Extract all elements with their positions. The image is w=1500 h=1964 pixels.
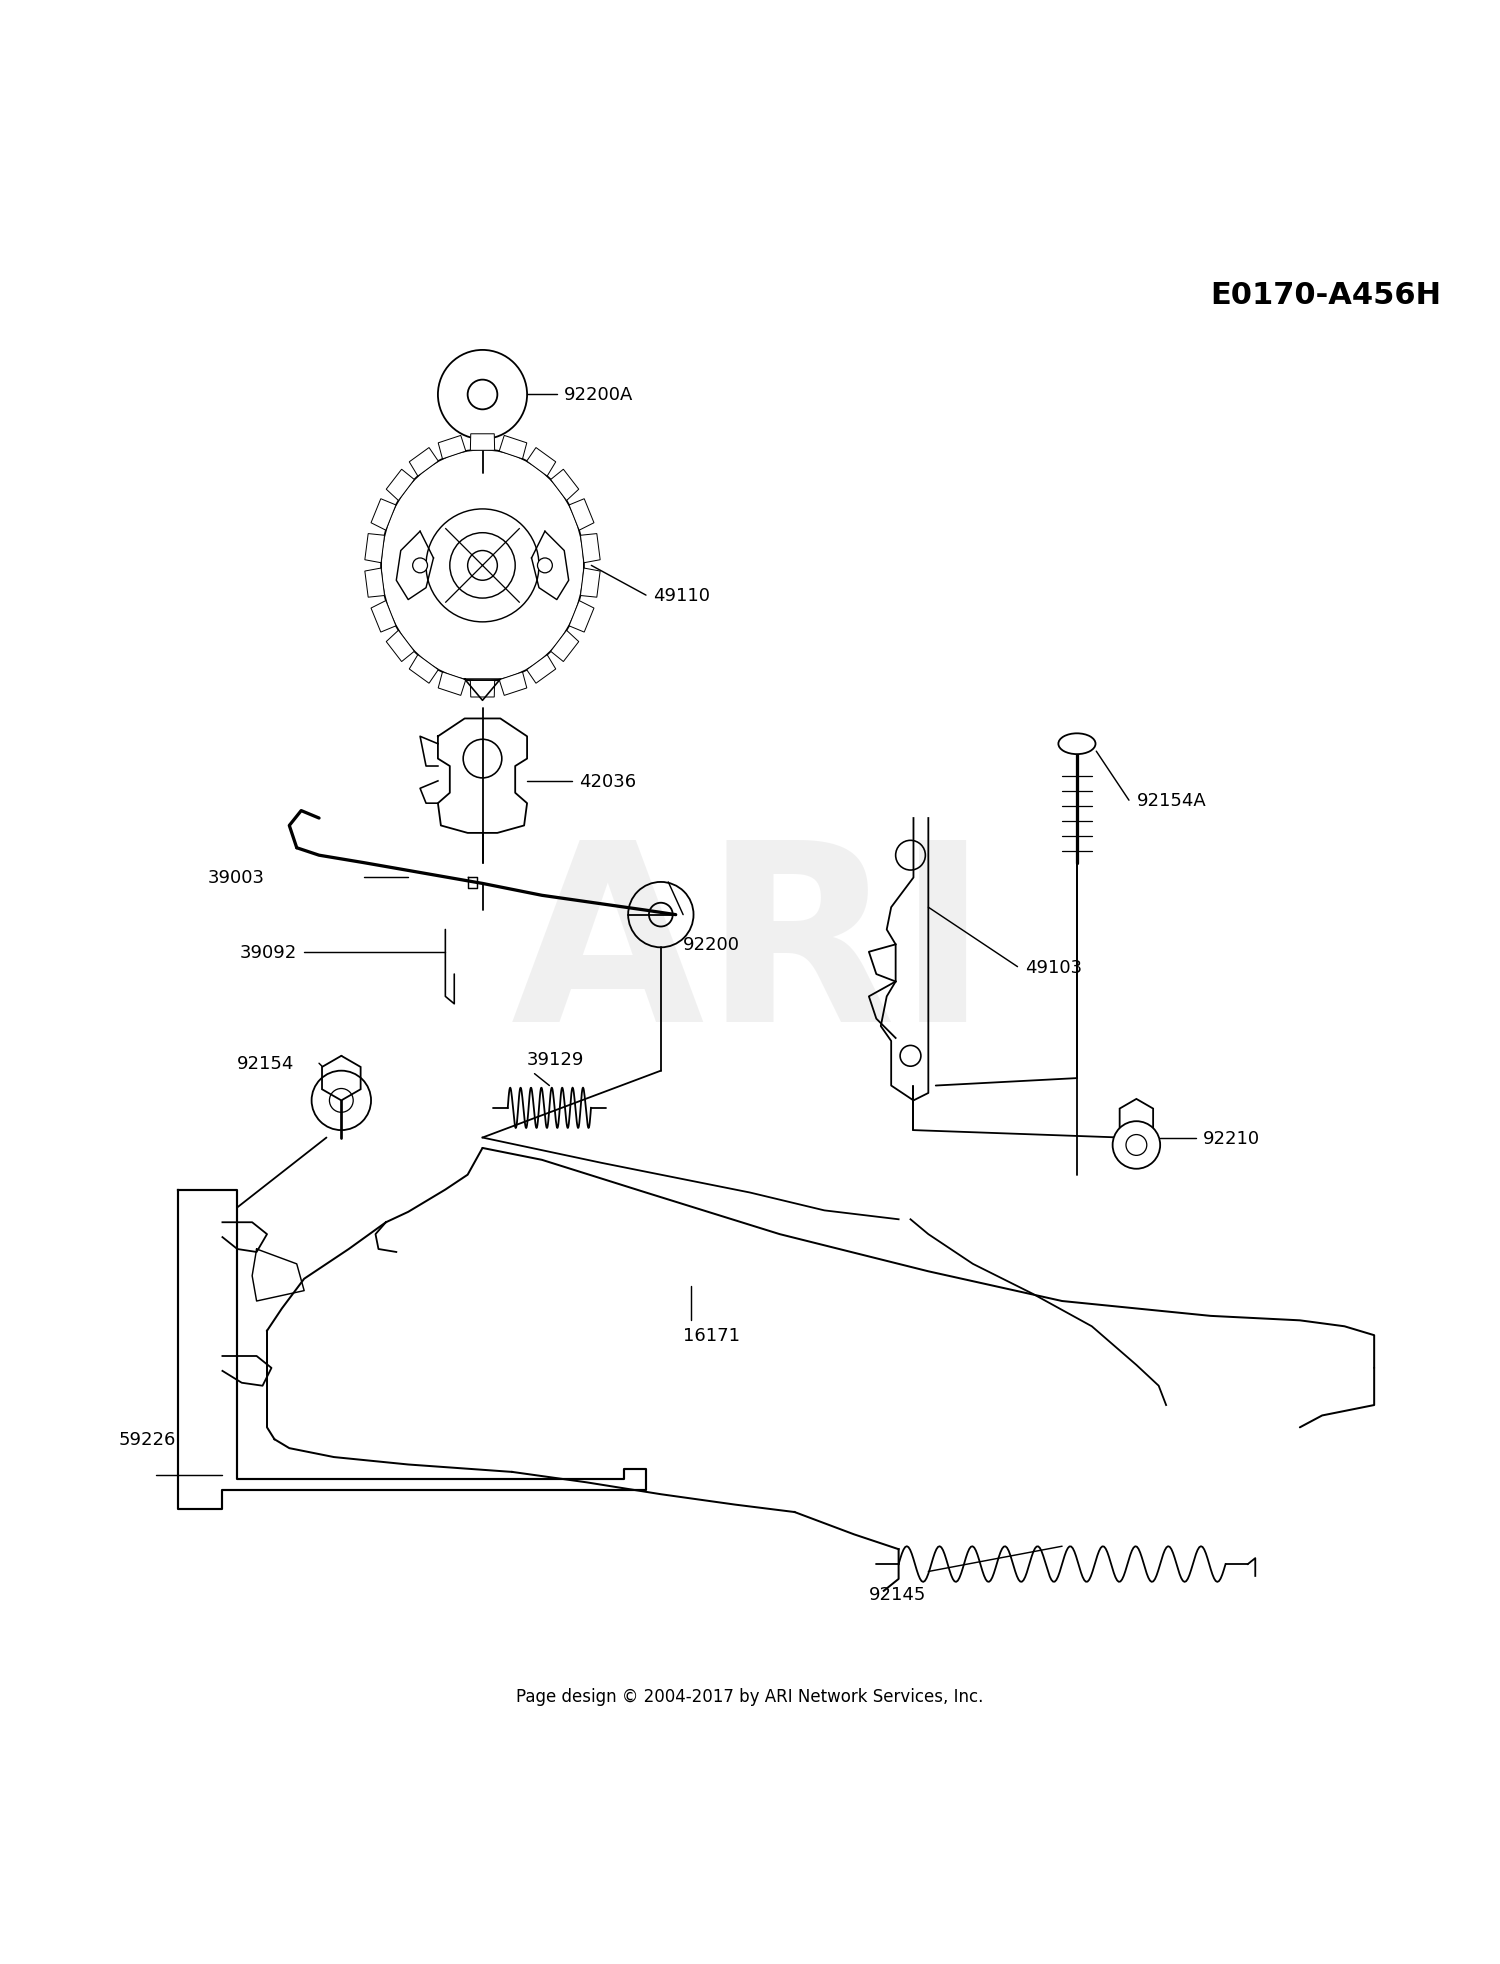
Polygon shape: [370, 499, 396, 530]
Text: 59226: 59226: [118, 1430, 176, 1449]
Polygon shape: [550, 469, 579, 501]
Polygon shape: [364, 570, 384, 597]
Text: 92200: 92200: [682, 937, 740, 955]
Polygon shape: [471, 434, 495, 452]
Polygon shape: [1119, 1100, 1154, 1137]
Text: 49110: 49110: [654, 587, 711, 605]
Text: 39003: 39003: [207, 868, 264, 888]
Text: 42036: 42036: [579, 772, 636, 790]
Polygon shape: [322, 1057, 360, 1102]
Text: 92145: 92145: [868, 1585, 927, 1603]
Text: E0170-A456H: E0170-A456H: [1210, 281, 1442, 310]
Text: 92154: 92154: [237, 1055, 294, 1072]
Circle shape: [537, 558, 552, 573]
Polygon shape: [410, 448, 438, 477]
Polygon shape: [526, 656, 555, 683]
Text: 16171: 16171: [682, 1326, 740, 1345]
Polygon shape: [370, 601, 396, 632]
Text: 39129: 39129: [526, 1051, 585, 1068]
Polygon shape: [580, 534, 600, 564]
Text: 39092: 39092: [240, 943, 297, 960]
Circle shape: [413, 558, 428, 573]
Polygon shape: [471, 682, 495, 697]
Polygon shape: [526, 448, 555, 477]
Polygon shape: [410, 656, 438, 683]
Polygon shape: [386, 469, 414, 501]
Polygon shape: [386, 630, 414, 662]
Text: 49103: 49103: [1024, 958, 1082, 976]
Circle shape: [1113, 1121, 1160, 1169]
Text: Page design © 2004-2017 by ARI Network Services, Inc.: Page design © 2004-2017 by ARI Network S…: [516, 1687, 984, 1705]
Polygon shape: [364, 534, 384, 564]
Text: 92154A: 92154A: [1137, 791, 1206, 809]
Polygon shape: [568, 499, 594, 530]
Polygon shape: [550, 630, 579, 662]
Text: 92200A: 92200A: [564, 387, 633, 405]
Ellipse shape: [1059, 735, 1095, 754]
Text: ARI: ARI: [510, 831, 990, 1072]
Text: 92210: 92210: [1203, 1129, 1260, 1147]
Polygon shape: [438, 436, 466, 460]
Polygon shape: [568, 601, 594, 632]
Polygon shape: [580, 570, 600, 597]
Polygon shape: [500, 672, 526, 695]
Polygon shape: [438, 672, 466, 695]
Polygon shape: [500, 436, 526, 460]
